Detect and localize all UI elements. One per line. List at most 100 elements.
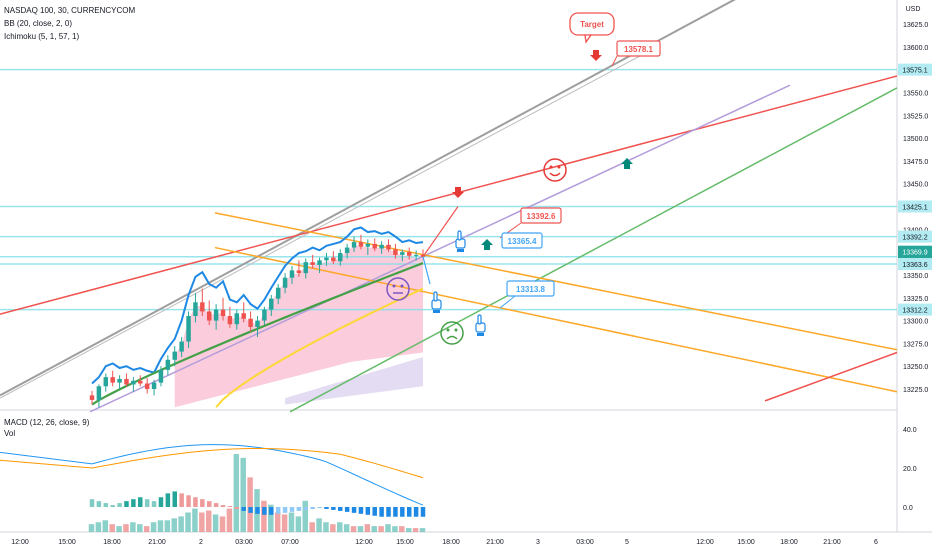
price-tick-label: 13300.0 bbox=[903, 319, 928, 326]
volume-bar bbox=[130, 522, 136, 532]
macd-histogram-bar bbox=[255, 507, 260, 514]
candle-body bbox=[393, 249, 398, 255]
macd-histogram-bar bbox=[96, 501, 102, 507]
candle bbox=[248, 311, 253, 332]
annotation-high: 13392.6 bbox=[520, 207, 562, 224]
volume-bar bbox=[226, 508, 233, 532]
target-callout: Target bbox=[569, 12, 615, 44]
ichimoku-lagging bbox=[215, 287, 424, 408]
macd-histogram-bar bbox=[275, 507, 281, 514]
macd-histogram-bar bbox=[151, 501, 157, 507]
neutral-face-icon-eye bbox=[400, 284, 404, 288]
volume-bar bbox=[316, 518, 322, 532]
volume-bar bbox=[212, 514, 219, 532]
macd-histogram-bar bbox=[372, 507, 377, 516]
volume-bar bbox=[88, 524, 95, 532]
hand-pointer-icon-cuff bbox=[477, 333, 484, 336]
candle bbox=[372, 238, 377, 252]
candle-body bbox=[303, 262, 309, 274]
candle bbox=[213, 304, 219, 330]
buy-arrow-icon bbox=[481, 239, 493, 250]
price-tick-label: 13225.0 bbox=[903, 387, 928, 394]
buy-arrow-icon bbox=[621, 158, 633, 169]
volume-bar bbox=[247, 477, 253, 532]
annotation-resistance-text: 13365.4 bbox=[508, 237, 537, 246]
macd-histogram-bar bbox=[393, 507, 398, 517]
macd-histogram-bar bbox=[262, 507, 267, 515]
candle bbox=[110, 370, 115, 387]
candle bbox=[186, 311, 191, 348]
macd-histogram-bar bbox=[172, 491, 177, 507]
candle bbox=[386, 239, 391, 253]
time-tick-label: 07:00 bbox=[281, 539, 299, 546]
annotation-resistance-box bbox=[501, 232, 543, 249]
time-tick-label: 21:00 bbox=[823, 539, 841, 546]
macd-histogram-bar bbox=[338, 507, 343, 511]
macd-histogram-bar bbox=[420, 507, 426, 517]
hand-pointer-icon-finger bbox=[477, 314, 482, 325]
macd-histogram-bar bbox=[186, 495, 191, 507]
candle-body bbox=[282, 277, 288, 288]
macd-histogram-bar bbox=[310, 507, 315, 509]
volume-bar bbox=[268, 504, 274, 532]
volume-bar bbox=[261, 500, 267, 532]
time-tick-label: 18:00 bbox=[780, 539, 798, 546]
volume-bar bbox=[337, 522, 343, 532]
volume-bar bbox=[205, 510, 212, 532]
hline-price-box bbox=[898, 303, 932, 316]
candle bbox=[296, 260, 302, 277]
candle bbox=[255, 316, 260, 337]
candle bbox=[144, 378, 150, 394]
trendline-gray-thin bbox=[0, 55, 641, 399]
hline-price-tag: 13575.1 bbox=[898, 63, 932, 76]
candle-body bbox=[138, 380, 143, 384]
candle bbox=[303, 258, 309, 279]
candle bbox=[165, 355, 171, 376]
macd-histogram-bar bbox=[144, 499, 150, 507]
volume-bar bbox=[219, 516, 226, 532]
hline-price-box bbox=[898, 63, 932, 76]
candle-body bbox=[179, 341, 184, 352]
candle bbox=[365, 239, 371, 255]
time-tick-label: 18:00 bbox=[442, 539, 460, 546]
annotation-target-price-box bbox=[616, 40, 661, 57]
annotation-resistance: 13365.4 bbox=[501, 232, 543, 249]
volume-bar bbox=[137, 524, 143, 532]
macd-tick-label: 20.0 bbox=[903, 466, 917, 473]
hline-price-box bbox=[898, 257, 932, 270]
candle bbox=[324, 253, 329, 266]
candle bbox=[400, 249, 405, 262]
target-label: Target bbox=[580, 20, 604, 29]
volume-bar bbox=[378, 526, 384, 532]
volume-bar bbox=[364, 524, 371, 532]
candle bbox=[358, 234, 364, 250]
candle-body bbox=[400, 252, 405, 255]
volume-bar bbox=[192, 508, 198, 532]
volume-bar bbox=[171, 518, 177, 532]
sad-face-icon bbox=[440, 321, 464, 345]
sad-face-icon-mouth bbox=[446, 335, 458, 340]
macd-histogram-bar bbox=[206, 501, 212, 507]
candle bbox=[227, 306, 233, 328]
volume-bar bbox=[385, 524, 391, 532]
forecast-up-path bbox=[422, 206, 459, 258]
annotation-high-text: 13392.6 bbox=[527, 212, 556, 221]
candle bbox=[220, 297, 226, 321]
price-tick-label: 13250.0 bbox=[903, 364, 928, 371]
hand-pointer-icon bbox=[455, 230, 466, 252]
happy-face-icon-mouth bbox=[549, 172, 561, 177]
volume-bar bbox=[102, 520, 109, 532]
macd-histogram-bar bbox=[165, 493, 171, 507]
macd-histogram-bar bbox=[296, 507, 302, 511]
annotation-high-box bbox=[520, 207, 562, 224]
macd-histogram-bar bbox=[213, 503, 219, 507]
macd-histogram-bar bbox=[379, 507, 384, 517]
time-tick-label: 2 bbox=[199, 539, 203, 546]
annotation-support: 13313.8 bbox=[506, 280, 555, 297]
candle bbox=[151, 379, 157, 396]
annotation-target-price-text: 13578.1 bbox=[624, 45, 653, 54]
price-tick-label: 13325.0 bbox=[903, 296, 928, 303]
volume-bar bbox=[309, 522, 315, 532]
macd-histogram-bar bbox=[386, 507, 391, 517]
